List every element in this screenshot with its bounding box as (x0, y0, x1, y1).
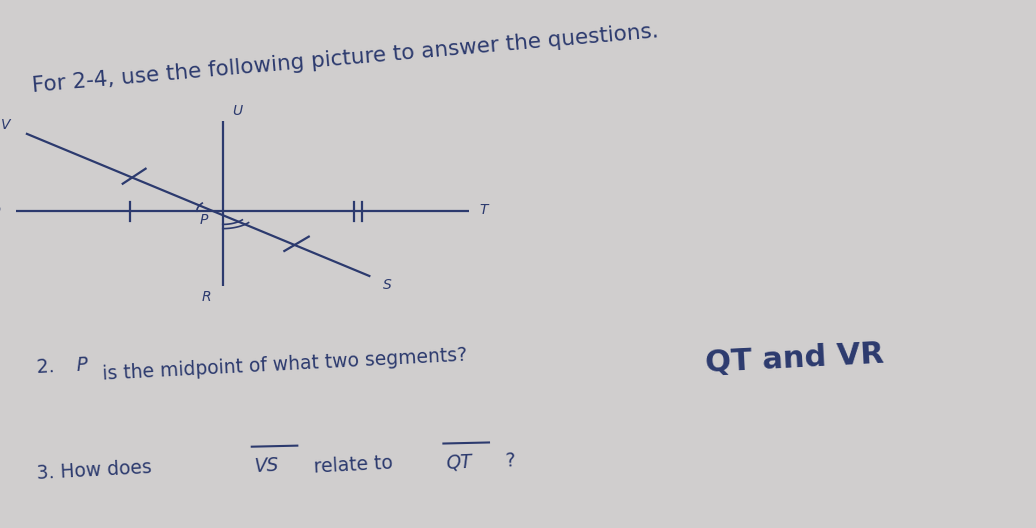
Text: QT and VR: QT and VR (704, 340, 885, 378)
Text: T: T (479, 203, 488, 217)
Text: relate to: relate to (308, 453, 400, 476)
Text: P: P (200, 213, 208, 227)
Text: R: R (201, 290, 211, 304)
Text: 2.: 2. (36, 357, 61, 377)
Text: For 2-4, use the following picture to answer the questions.: For 2-4, use the following picture to an… (31, 21, 659, 96)
Text: VS: VS (254, 456, 280, 476)
Text: QT: QT (445, 452, 472, 473)
Text: is the midpoint of what two segments?: is the midpoint of what two segments? (96, 345, 468, 383)
Text: 3. How does: 3. How does (36, 457, 159, 483)
Text: V: V (0, 118, 10, 132)
Text: ?: ? (499, 451, 516, 472)
Text: P: P (76, 355, 88, 375)
Text: U: U (232, 105, 242, 118)
Text: S: S (382, 278, 392, 292)
